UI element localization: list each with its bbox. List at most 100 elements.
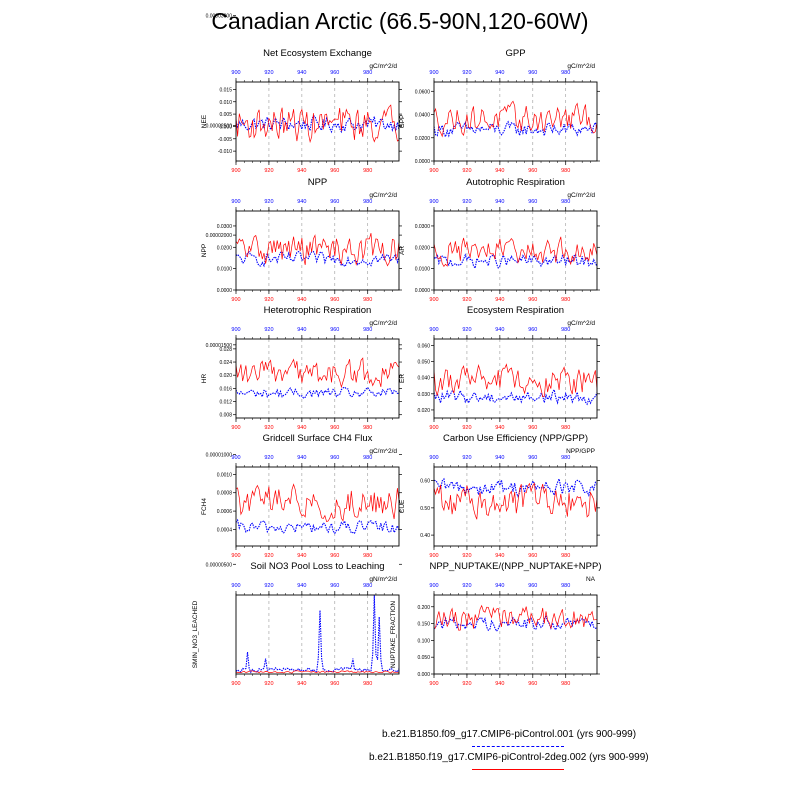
x-tick-label-top: 920 xyxy=(462,70,471,76)
x-tick-label-bottom: 920 xyxy=(462,681,471,687)
x-tick-label-bottom: 960 xyxy=(528,297,537,303)
x-tick-label-bottom: 980 xyxy=(561,297,570,303)
series-case2-line xyxy=(434,604,597,631)
y-axis-label: GPP xyxy=(399,115,406,129)
y-tick-label: 0.0006 xyxy=(217,509,233,515)
y-axis-label: HR xyxy=(201,374,208,384)
legend-label-case1: b.e21.B1850.f09_g17.CMIP6-piControl.001 … xyxy=(382,729,637,740)
panel-units: gC/m^2/d xyxy=(369,448,397,455)
x-tick-label-top: 980 xyxy=(561,327,570,333)
plot-frame xyxy=(235,594,400,675)
series-case2-line xyxy=(434,100,597,138)
x-tick-label-top: 980 xyxy=(561,199,570,205)
y-tick-label: 0.00001000 xyxy=(206,453,233,459)
y-tick-label: 0.00000500 xyxy=(206,562,233,568)
x-tick-label-bottom: 900 xyxy=(429,297,438,303)
y-tick-label: 0.0000 xyxy=(415,288,431,294)
y-tick-label: 0.040 xyxy=(417,376,430,382)
x-tick-label-bottom: 900 xyxy=(429,425,438,431)
panel-title: Net Ecosystem Exchange xyxy=(263,48,372,59)
panel-units: gN/m^2/d xyxy=(369,576,397,583)
panel-title: GPP xyxy=(505,48,525,59)
panel-units: gC/m^2/d xyxy=(567,320,595,327)
y-tick-label: 0.0300 xyxy=(217,224,233,230)
x-tick-label-top: 940 xyxy=(297,327,306,333)
y-tick-label: -0.005 xyxy=(218,137,232,143)
x-tick-label-top: 960 xyxy=(528,199,537,205)
y-tick-label: 0.00002000 xyxy=(206,233,233,239)
panel-1: Net Ecosystem Exchange gC/m^2/d NEE 900 900 9… xyxy=(201,48,402,174)
x-tick-label-bottom: 960 xyxy=(528,681,537,687)
y-tick-label: 0.00001500 xyxy=(206,343,233,349)
x-tick-label-top: 900 xyxy=(429,327,438,333)
x-tick-label-bottom: 940 xyxy=(297,553,306,559)
x-tick-label-bottom: 900 xyxy=(429,168,438,174)
x-tick-label-top: 900 xyxy=(231,583,240,589)
x-tick-label-bottom: 980 xyxy=(561,681,570,687)
panel-9: Soil NO3 Pool Loss to Leaching gN/m^2/d SM… xyxy=(192,14,402,687)
x-tick-label-bottom: 920 xyxy=(264,553,273,559)
y-tick-label: 0.0100 xyxy=(217,267,233,273)
x-tick-label-bottom: 920 xyxy=(462,553,471,559)
y-tick-label: 0.016 xyxy=(219,386,232,392)
x-tick-label-top: 940 xyxy=(297,583,306,589)
y-tick-label: 0.0300 xyxy=(415,224,431,230)
panel-title: NPP xyxy=(308,177,328,188)
y-tick-label: 0.0000 xyxy=(415,159,431,165)
plot-frame xyxy=(235,466,400,547)
y-tick-label: 0.200 xyxy=(417,605,430,611)
y-tick-label: 0.60 xyxy=(420,479,430,485)
y-tick-label: 0.0000 xyxy=(217,288,233,294)
plot-frame xyxy=(433,594,598,675)
x-tick-label-bottom: 960 xyxy=(528,168,537,174)
y-tick-label: 0.0010 xyxy=(217,472,233,478)
y-axis-label: NUPTAKE_FRACTION xyxy=(390,601,397,668)
y-tick-label: 0.40 xyxy=(420,533,430,539)
panel-title: Autotrophic Respiration xyxy=(466,177,565,188)
series-case2-line xyxy=(434,482,597,520)
figure-title: Canadian Arctic (66.5-90N,120-60W) xyxy=(211,8,589,34)
y-axis-label: AR xyxy=(399,246,406,255)
y-tick-label: 0.060 xyxy=(417,343,430,349)
panel-units: gC/m^2/d xyxy=(567,63,595,70)
x-tick-label-bottom: 920 xyxy=(264,425,273,431)
plot-frame xyxy=(433,338,598,419)
x-tick-label-top: 980 xyxy=(363,70,372,76)
x-tick-label-bottom: 900 xyxy=(429,553,438,559)
series-case2-line xyxy=(236,483,399,523)
x-tick-label-bottom: 980 xyxy=(561,168,570,174)
x-tick-label-bottom: 920 xyxy=(264,168,273,174)
y-tick-label: 0.0400 xyxy=(415,113,431,119)
x-tick-label-top: 960 xyxy=(330,327,339,333)
y-tick-label: 0.030 xyxy=(417,392,430,398)
x-tick-label-bottom: 960 xyxy=(330,168,339,174)
x-tick-label-top: 980 xyxy=(363,455,372,461)
plot-frame xyxy=(433,81,598,162)
x-tick-label-top: 960 xyxy=(528,455,537,461)
y-tick-label: 0.028 xyxy=(219,347,232,353)
x-tick-label-top: 900 xyxy=(231,327,240,333)
panel-8: Carbon Use Efficiency (NPP/GPP) NPP/GPP CU… xyxy=(399,433,600,559)
y-tick-label: 0.0600 xyxy=(415,89,431,95)
y-tick-label: 0.0200 xyxy=(415,245,431,251)
x-tick-label-bottom: 920 xyxy=(462,168,471,174)
x-tick-label-bottom: 980 xyxy=(363,553,372,559)
x-tick-label-bottom: 940 xyxy=(297,425,306,431)
y-tick-label: 0.100 xyxy=(417,638,430,644)
plot-frame xyxy=(433,210,598,291)
y-tick-label: 0.050 xyxy=(417,360,430,366)
panel-units: NA xyxy=(586,576,596,583)
x-tick-label-top: 940 xyxy=(297,455,306,461)
y-tick-label: 0.0200 xyxy=(217,245,233,251)
x-tick-label-bottom: 900 xyxy=(231,681,240,687)
series-case2-line xyxy=(236,357,399,389)
y-tick-label: 0.008 xyxy=(219,413,232,419)
x-tick-label-top: 920 xyxy=(462,327,471,333)
x-tick-label-top: 940 xyxy=(297,199,306,205)
panel-10: NPP_NUPTAKE/(NPP_NUPTAKE+NPP) NA NUPTAKE_F… xyxy=(390,561,602,687)
x-tick-label-top: 920 xyxy=(462,583,471,589)
x-tick-label-top: 980 xyxy=(363,199,372,205)
panel-title: NPP_NUPTAKE/(NPP_NUPTAKE+NPP) xyxy=(429,561,601,572)
x-tick-label-bottom: 960 xyxy=(528,553,537,559)
x-tick-label-bottom: 960 xyxy=(330,681,339,687)
